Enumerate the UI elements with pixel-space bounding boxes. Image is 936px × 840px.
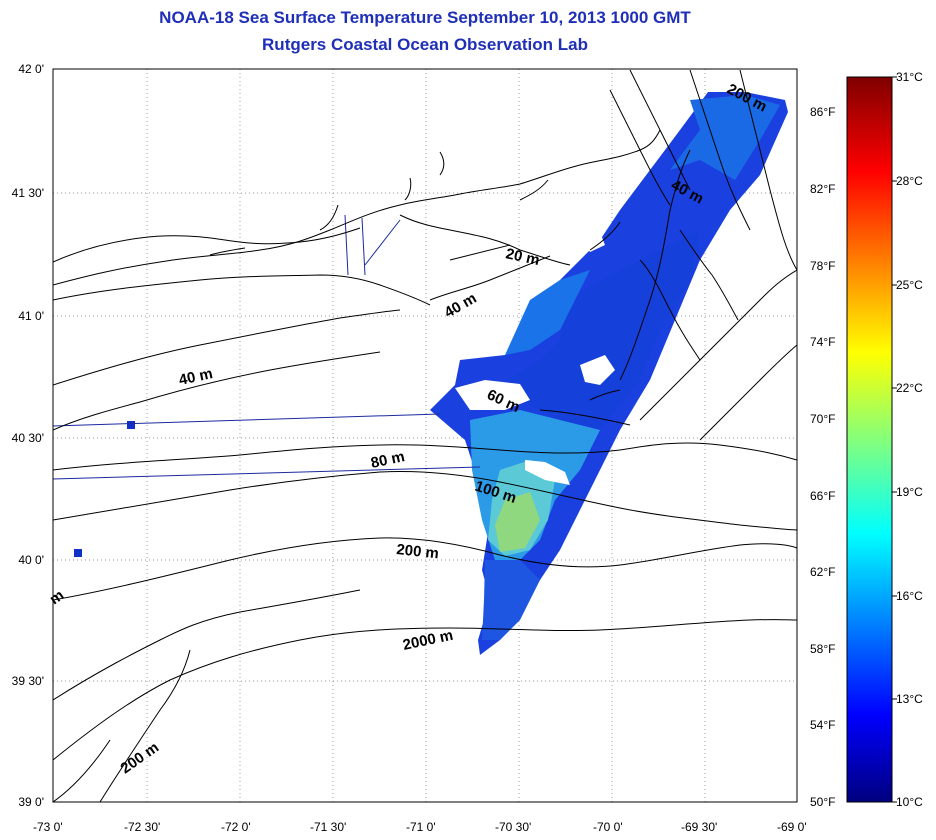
colorbar-fahrenheit-label: 78°F xyxy=(810,259,836,273)
y-tick: 39 0' xyxy=(18,795,44,809)
colorbar-ticks xyxy=(892,76,897,803)
y-tick: 41 30' xyxy=(11,186,44,200)
x-tick: -72 0' xyxy=(221,820,251,834)
colorbar-fahrenheit-label: 54°F xyxy=(810,718,836,732)
map-subtitle: Rutgers Coastal Ocean Observation Lab xyxy=(262,35,588,54)
colorbar-fahrenheit-label: 50°F xyxy=(810,795,836,809)
colorbar-celsius-label: 10°C xyxy=(896,795,923,809)
colorbar-fahrenheit-label: 74°F xyxy=(810,335,836,349)
contour-label: 80 m xyxy=(369,448,406,472)
sst-pixel xyxy=(127,421,135,429)
transect-lines xyxy=(53,214,481,480)
contour-label: 200 m xyxy=(118,739,163,777)
colorbar-fahrenheit-label: 82°F xyxy=(810,182,836,196)
colorbar-fahrenheit-label: 58°F xyxy=(810,642,836,656)
y-tick: 41 0' xyxy=(18,309,44,323)
bathymetry-contours xyxy=(53,69,797,802)
colorbar-fahrenheit-label: 62°F xyxy=(810,565,836,579)
x-tick: -70 30' xyxy=(495,820,532,834)
colorbar-celsius-label: 31°C xyxy=(896,70,923,84)
contour-label: 2000 m xyxy=(401,627,454,654)
x-tick: -71 30' xyxy=(310,820,347,834)
sst-pixel xyxy=(74,549,82,557)
colorbar xyxy=(846,76,893,803)
colorbar-celsius-label: 19°C xyxy=(896,485,923,499)
y-tick: 39 30' xyxy=(11,674,44,688)
colorbar-celsius-label: 25°C xyxy=(896,278,923,292)
colorbar-celsius-label: 13°C xyxy=(896,692,923,706)
sst-swath xyxy=(430,92,788,655)
map-title: NOAA-18 Sea Surface Temperature Septembe… xyxy=(159,8,691,27)
colorbar-fahrenheit-label: 66°F xyxy=(810,489,836,503)
colorbar-celsius-label: 22°C xyxy=(896,381,923,395)
y-tick: 40 30' xyxy=(11,431,44,445)
colorbar-fahrenheit-label: 86°F xyxy=(810,105,836,119)
map-frame xyxy=(52,68,798,803)
colorbar-celsius-label: 16°C xyxy=(896,589,923,603)
contour-label: m xyxy=(47,587,68,609)
x-tick: -73 0' xyxy=(33,820,63,834)
x-tick: -70 0' xyxy=(593,820,623,834)
y-tick: 42 0' xyxy=(18,62,44,76)
x-tick: -69 0' xyxy=(777,820,807,834)
x-tick: -69 30' xyxy=(681,820,718,834)
y-tick: 40 0' xyxy=(18,553,44,567)
contour-label: 20 m xyxy=(504,245,541,269)
contour-label: 200 m xyxy=(396,541,440,562)
contour-label: 40 m xyxy=(177,365,214,389)
x-tick: -71 0' xyxy=(406,820,436,834)
x-tick: -72 30' xyxy=(124,820,161,834)
colorbar-celsius-label: 28°C xyxy=(896,174,923,188)
colorbar-fahrenheit-label: 70°F xyxy=(810,412,836,426)
